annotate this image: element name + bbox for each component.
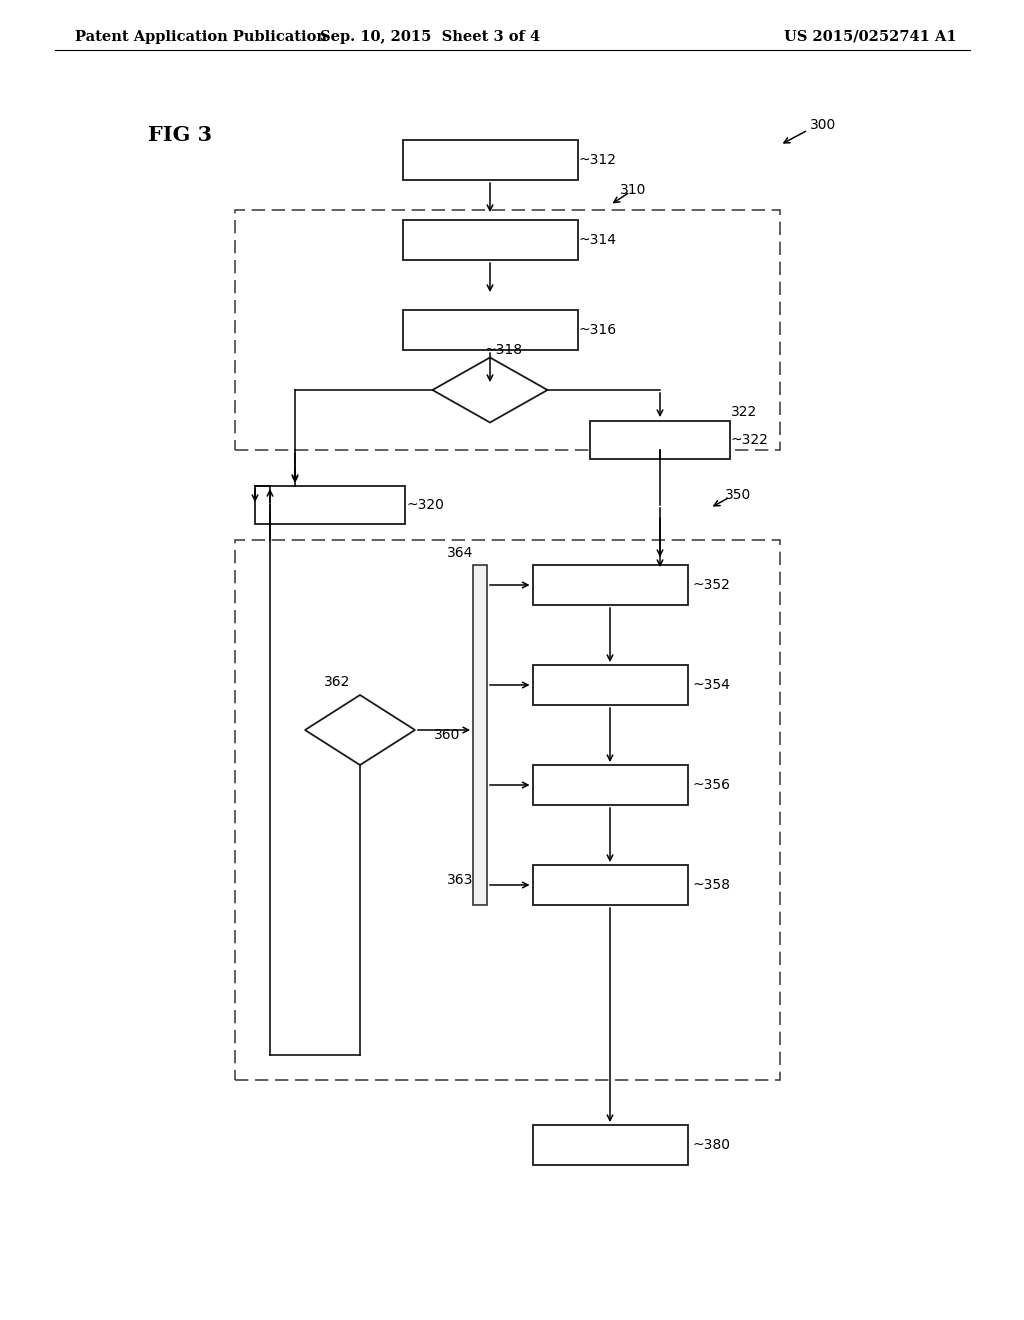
Bar (532, 766, 687, 805)
Text: ~322: ~322 (731, 433, 769, 447)
Text: ~314: ~314 (578, 234, 616, 247)
Bar (532, 865, 687, 906)
Bar (590, 421, 730, 459)
Text: ~358: ~358 (692, 878, 730, 892)
Text: FIG 3: FIG 3 (148, 125, 212, 145)
Text: ~320: ~320 (406, 498, 443, 512)
Bar (402, 220, 578, 260)
Polygon shape (432, 358, 548, 422)
Bar (255, 486, 406, 524)
Text: 310: 310 (620, 183, 646, 197)
Bar (532, 1125, 687, 1166)
Text: 300: 300 (810, 117, 837, 132)
Text: Sep. 10, 2015  Sheet 3 of 4: Sep. 10, 2015 Sheet 3 of 4 (319, 30, 540, 44)
Text: 322: 322 (731, 405, 758, 418)
Text: ~356: ~356 (692, 777, 730, 792)
Bar (532, 665, 687, 705)
Polygon shape (305, 696, 415, 766)
Text: ~312: ~312 (578, 153, 616, 168)
Text: Patent Application Publication: Patent Application Publication (75, 30, 327, 44)
Text: ~318: ~318 (485, 343, 523, 356)
Text: ~316: ~316 (578, 323, 616, 337)
Text: 350: 350 (725, 488, 752, 502)
Text: US 2015/0252741 A1: US 2015/0252741 A1 (783, 30, 956, 44)
Bar (473, 565, 487, 906)
Text: ~354: ~354 (692, 678, 730, 692)
Bar (402, 310, 578, 350)
Text: 362: 362 (324, 675, 350, 689)
Text: ~380: ~380 (692, 1138, 730, 1152)
Text: 363: 363 (446, 873, 473, 887)
Bar (532, 565, 687, 605)
Text: ~352: ~352 (692, 578, 730, 591)
Text: 364: 364 (446, 546, 473, 560)
Text: 360: 360 (433, 729, 460, 742)
Bar (234, 540, 780, 1080)
Bar (402, 140, 578, 180)
Bar (234, 210, 780, 450)
